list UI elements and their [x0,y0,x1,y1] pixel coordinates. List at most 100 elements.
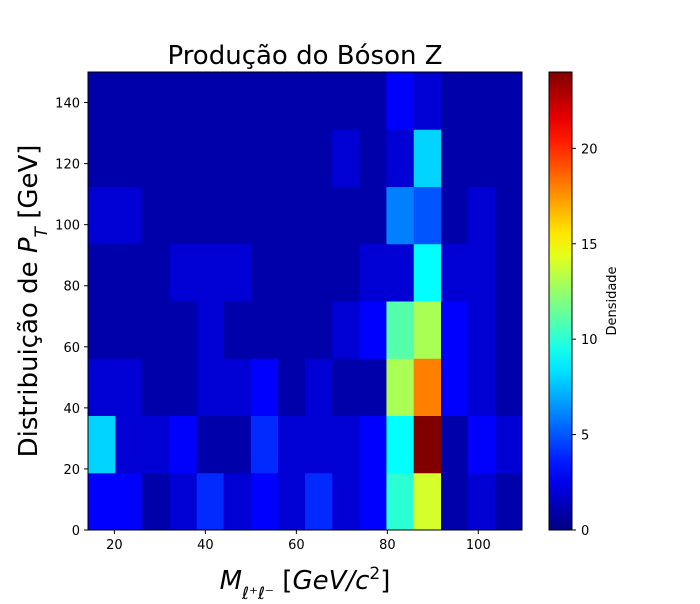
heatmap-cell [115,301,143,359]
heatmap-cell [305,72,333,130]
axis-label-part: Distribuição de [14,253,44,457]
colorbar-tick-label: 5 [581,429,589,444]
heatmap-cell [441,472,469,531]
colorbar-tick-label: 0 [581,524,589,539]
axis-label-part: ℓ⁺ℓ⁻ [241,584,274,600]
x-axis-label: Mℓ⁺ℓ⁻ [GeV/c2] [220,564,391,600]
heatmap-cell [467,301,496,359]
x-axis: 20 40 60 80 100 [106,530,491,553]
heatmap-cell [169,72,198,130]
heatmap-cell [250,129,279,187]
heatmap-cell [495,301,523,359]
heatmap-cell [413,186,442,245]
heatmap-cell [441,243,469,302]
heatmap-cells [88,72,523,531]
heatmap-cell [278,472,306,531]
axis-label-part: P [14,237,44,253]
heatmap-cell [196,72,225,130]
heatmap-cell [88,186,116,245]
x-tick-label: 20 [106,538,123,553]
y-axis: 0 20 40 60 80 100 120 140 [55,97,88,539]
axis-label-part: [GeV] [14,145,44,227]
heatmap-cell [332,72,361,130]
heatmap-cell [305,129,333,187]
heatmap-cell [332,301,361,359]
heatmap-cell [359,186,387,245]
heatmap-cell [441,358,469,416]
heatmap-cell [196,243,225,302]
heatmap-cell [142,129,170,187]
heatmap-cell [250,415,279,474]
heatmap-cell [278,72,306,130]
axis-label-part: ] [380,566,390,596]
heatmap-cell [305,301,333,359]
heatmap-cell [332,243,361,302]
heatmap-cell [413,358,442,416]
heatmap-cell [495,415,523,474]
heatmap-cell [278,415,306,474]
colorbar-tick-label: 10 [581,333,598,348]
y-axis-label: Distribuição de PT [GeV] [14,145,52,458]
heatmap-cell [115,72,143,130]
heatmap-cell [169,415,198,474]
heatmap-cell [88,243,116,302]
heatmap-cell [250,72,279,130]
heatmap-cell [169,301,198,359]
colorbar [548,71,573,531]
heatmap-cell [495,472,523,531]
heatmap-cell [142,72,170,130]
heatmap-cell [196,129,225,187]
axis-label-part: T [32,225,52,237]
heatmap-cell [250,358,279,416]
heatmap-cell [413,129,442,187]
heatmap-cell [142,243,170,302]
axis-label-part: [ [274,566,292,596]
y-tick-label: 140 [55,97,80,112]
heatmap-cell [142,415,170,474]
heatmap-cell [115,358,143,416]
heatmap-cell [115,415,143,474]
heatmap-cell [223,243,252,302]
axis-label-part: 2 [369,564,380,584]
heatmap-cell [359,243,387,302]
heatmap-cell [169,129,198,187]
heatmap-cell [359,358,387,416]
x-tick-label: 60 [288,538,305,553]
heatmap-cell [332,186,361,245]
heatmap-cell [441,301,469,359]
heatmap-cell [495,186,523,245]
heatmap-cell [196,186,225,245]
heatmap-cell [441,186,469,245]
heatmap-cell [332,129,361,187]
heatmap-cell [386,186,415,245]
x-tick-label: 80 [379,538,396,553]
heatmap-cell [332,358,361,416]
heatmap-cell [88,72,116,130]
heatmap-cell [359,72,387,130]
heatmap-cell [413,243,442,302]
heatmap-cell [196,415,225,474]
heatmap-cell [142,358,170,416]
heatmap-cell [441,129,469,187]
heatmap-cell [142,472,170,531]
heatmap-cell [386,301,415,359]
heatmap-cell [413,72,442,130]
heatmap-cell [115,472,143,531]
heatmap-cell [223,301,252,359]
heatmap-cell [142,186,170,245]
heatmap-cell [305,186,333,245]
heatmap-cell [278,301,306,359]
heatmap-cell [467,472,496,531]
heatmap-cell [278,358,306,416]
heatmap-cell [359,301,387,359]
heatmap-cell [467,72,496,130]
heatmap-cell [223,358,252,416]
heatmap-cell [495,72,523,130]
heatmap-cell [223,72,252,130]
heatmap-cell [223,186,252,245]
heatmap-cell [88,129,116,187]
axis-label-part: M [220,566,242,596]
heatmap-cell [115,186,143,245]
x-tick-label: 100 [466,538,491,553]
